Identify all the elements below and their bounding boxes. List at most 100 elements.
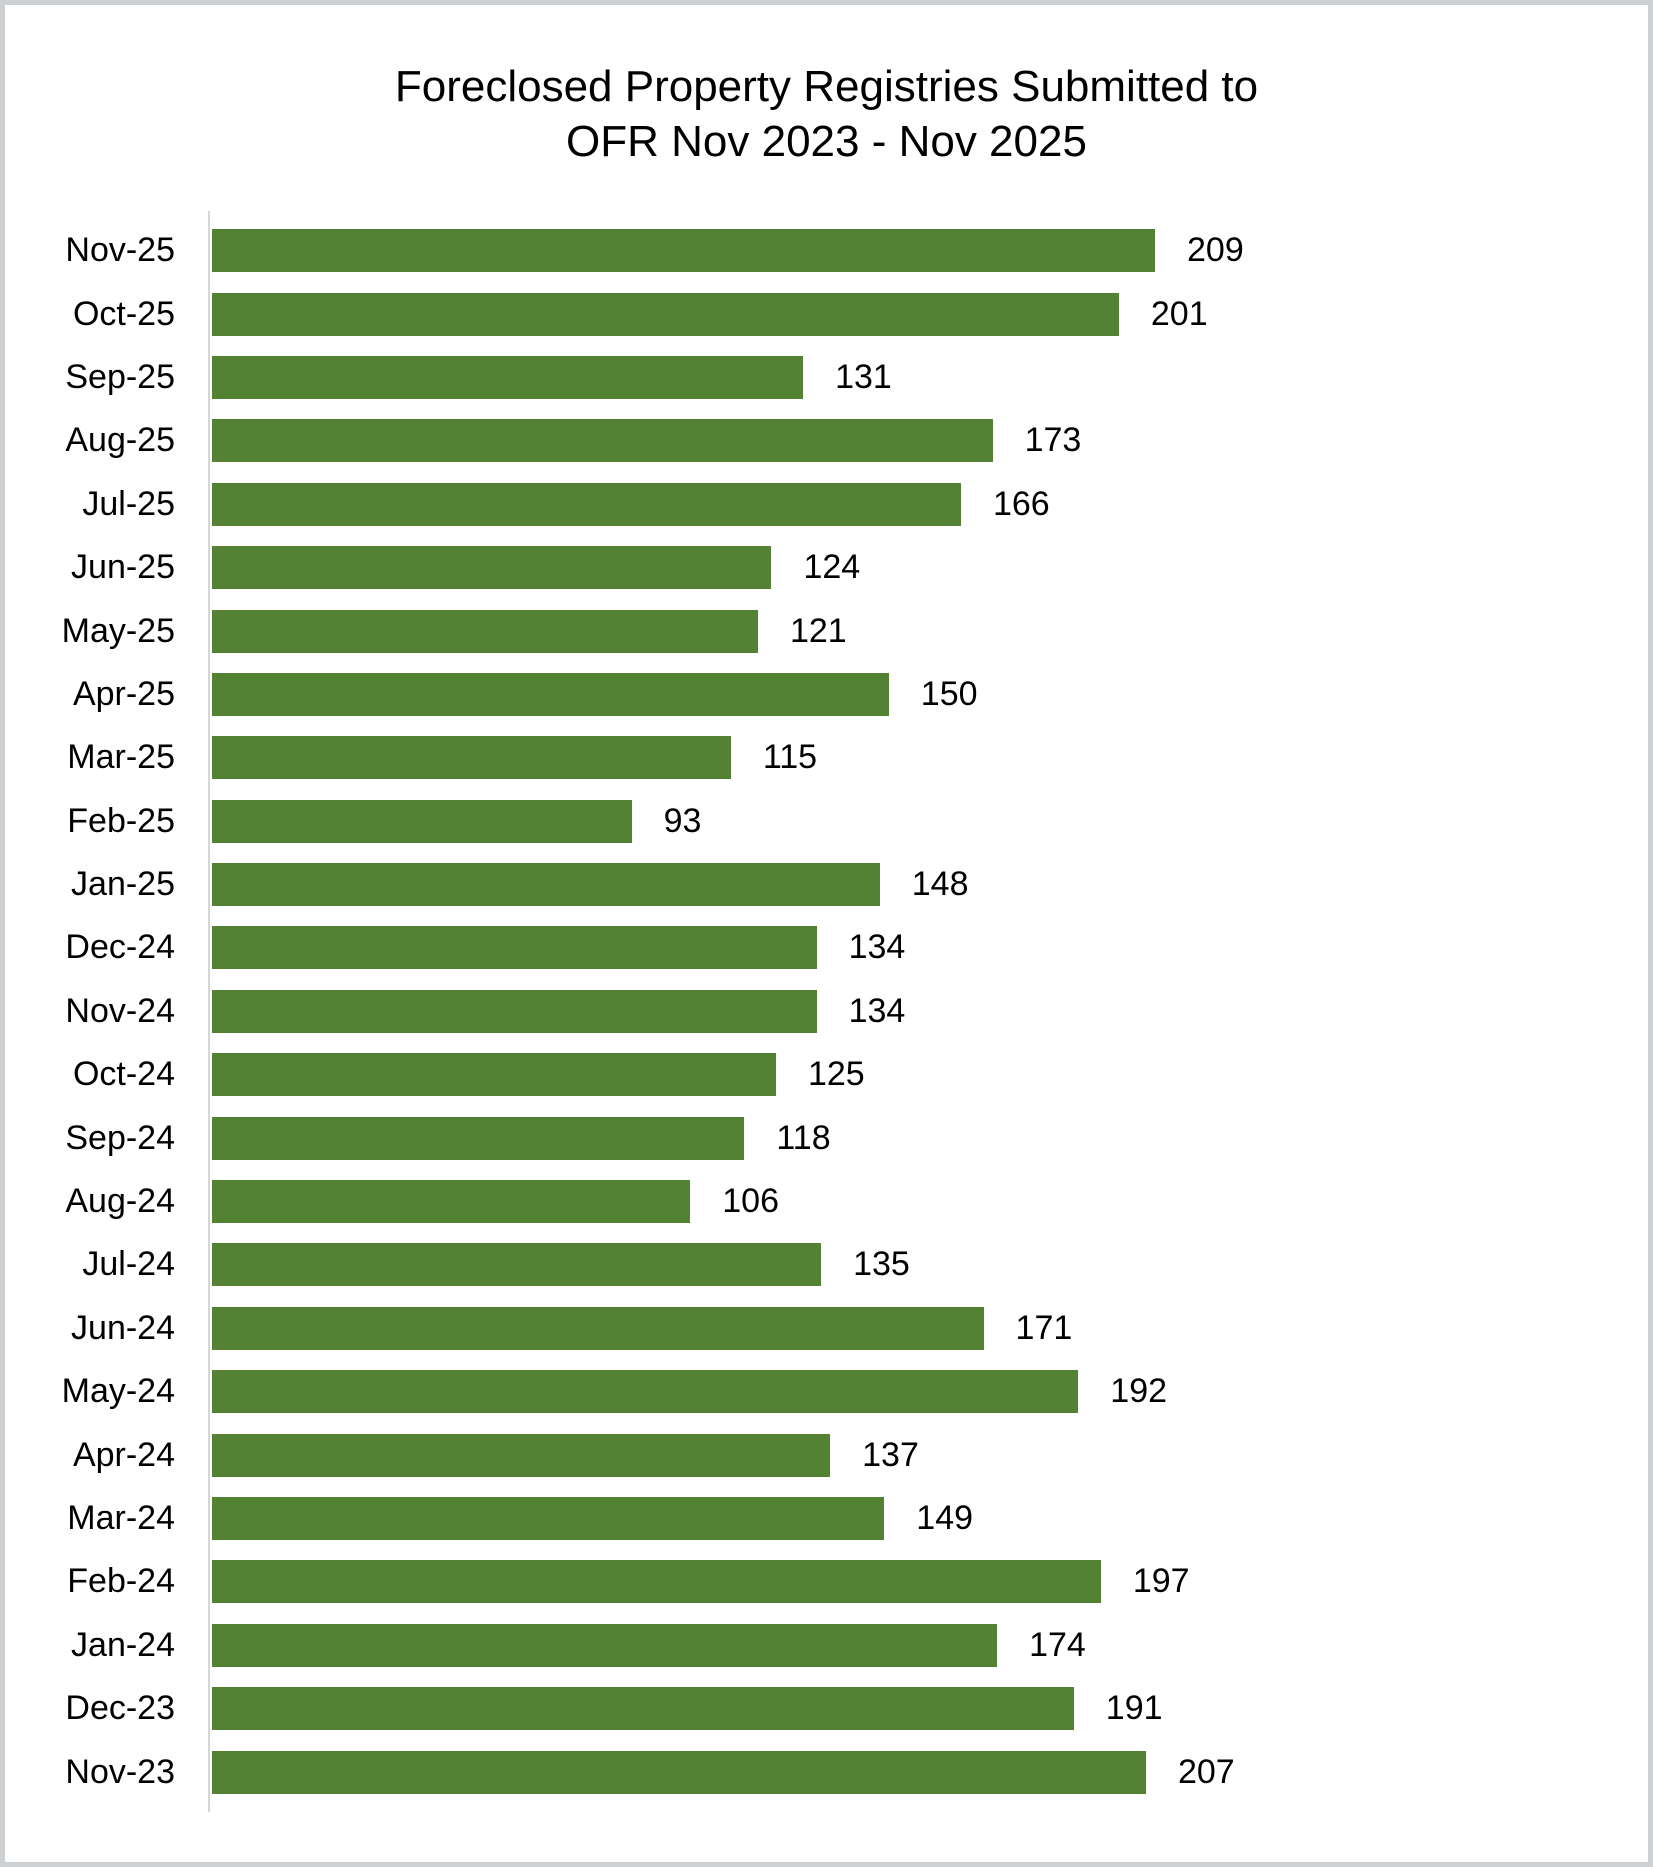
bar-row: Nov-24 134 xyxy=(5,980,1648,1043)
bar xyxy=(212,609,758,653)
bar xyxy=(212,1053,776,1097)
category-label: Jul-24 xyxy=(82,1245,175,1284)
category-label: May-24 xyxy=(61,1372,175,1411)
category-label: Jun-25 xyxy=(71,548,175,587)
value-label: 124 xyxy=(803,548,861,587)
bar xyxy=(212,1180,691,1224)
category-label: Jun-24 xyxy=(71,1308,175,1347)
bar-row: Feb-25 93 xyxy=(5,790,1648,853)
y-axis-line xyxy=(208,211,210,1812)
bar-row: Oct-25 201 xyxy=(5,282,1648,345)
bar-row: Jul-24 135 xyxy=(5,1233,1648,1296)
value-label: 197 xyxy=(1132,1562,1190,1601)
bar-row: Jan-24 174 xyxy=(5,1614,1648,1677)
bar xyxy=(212,1623,998,1667)
category-label: Apr-24 xyxy=(72,1435,175,1474)
bar xyxy=(212,1750,1146,1794)
bar-row: Feb-24 197 xyxy=(5,1550,1648,1613)
bar xyxy=(212,736,731,780)
category-label: Dec-24 xyxy=(65,928,175,967)
bar-row: May-24 192 xyxy=(5,1360,1648,1423)
category-label: May-25 xyxy=(61,611,175,650)
category-label: Sep-24 xyxy=(65,1118,175,1157)
category-label: Mar-24 xyxy=(67,1499,175,1537)
category-label: Feb-25 xyxy=(67,801,175,840)
value-label: 207 xyxy=(1177,1752,1235,1791)
category-label: Apr-25 xyxy=(72,674,175,713)
plot-area: Nov-25 209 Oct-25 201 Sep-25 131 Aug-25 173 Jul-… xyxy=(5,219,1648,1804)
value-label: 191 xyxy=(1105,1689,1163,1728)
value-label: 93 xyxy=(663,801,702,840)
category-label: Nov-23 xyxy=(65,1752,175,1791)
value-label: 149 xyxy=(916,1499,974,1537)
category-label: Oct-24 xyxy=(72,1055,175,1094)
value-label: 201 xyxy=(1150,294,1208,333)
bar-row: Aug-24 106 xyxy=(5,1170,1648,1233)
bar-row: Sep-25 131 xyxy=(5,346,1648,409)
value-label: 121 xyxy=(789,611,847,650)
bar xyxy=(212,863,880,907)
bar xyxy=(212,1687,1074,1731)
bar xyxy=(212,1370,1079,1414)
category-label: Jul-25 xyxy=(82,484,175,523)
value-label: 131 xyxy=(835,357,892,396)
category-label: Nov-25 xyxy=(65,231,175,270)
category-label: Sep-25 xyxy=(65,357,175,396)
bar xyxy=(212,1116,745,1160)
bar xyxy=(212,799,632,843)
category-label: Dec-23 xyxy=(65,1689,175,1728)
category-label: Feb-24 xyxy=(67,1562,175,1601)
value-label: 150 xyxy=(920,674,978,713)
value-label: 171 xyxy=(1015,1308,1073,1347)
bar-row: Aug-25 173 xyxy=(5,409,1648,472)
bar xyxy=(212,229,1155,273)
bar xyxy=(212,926,817,970)
bar xyxy=(212,1433,831,1477)
bar xyxy=(212,1497,885,1540)
category-label: Jan-25 xyxy=(71,865,175,904)
bar-row: Jun-24 171 xyxy=(5,1297,1648,1360)
value-label: 166 xyxy=(992,484,1050,523)
bar-row: Jun-25 124 xyxy=(5,536,1648,599)
value-label: 106 xyxy=(722,1182,779,1221)
value-label: 173 xyxy=(1024,421,1082,460)
value-label: 134 xyxy=(848,991,906,1030)
category-label: Oct-25 xyxy=(72,294,175,333)
bar-row: Jul-25 166 xyxy=(5,473,1648,536)
value-label: 125 xyxy=(807,1055,865,1094)
value-label: 118 xyxy=(776,1118,831,1157)
bar-row: Apr-24 137 xyxy=(5,1423,1648,1486)
bar-row: Mar-25 115 xyxy=(5,726,1648,789)
bar xyxy=(212,989,817,1033)
bar-row: May-25 121 xyxy=(5,599,1648,662)
bar xyxy=(212,1306,984,1350)
category-label: Aug-24 xyxy=(65,1182,175,1221)
bar xyxy=(212,482,961,526)
category-label: Nov-24 xyxy=(65,991,175,1030)
bar xyxy=(212,1243,822,1287)
bar-row: Dec-23 191 xyxy=(5,1677,1648,1740)
bar-row: Oct-24 125 xyxy=(5,1043,1648,1106)
value-label: 135 xyxy=(853,1245,910,1284)
bar xyxy=(212,672,889,716)
bar xyxy=(212,419,993,463)
bar-row: Jan-25 148 xyxy=(5,853,1648,916)
value-label: 137 xyxy=(862,1435,919,1474)
value-label: 115 xyxy=(762,738,818,777)
value-label: 134 xyxy=(848,928,906,967)
bar-chart: Nov-25 209 Oct-25 201 Sep-25 131 Aug-25 173 Jul-… xyxy=(5,211,1648,1812)
chart-title-line1: Foreclosed Property Registries Submitted… xyxy=(394,62,1259,111)
category-label: Jan-24 xyxy=(71,1625,175,1664)
bar xyxy=(212,355,804,399)
bar-row: Nov-25 209 xyxy=(5,219,1648,282)
value-label: 174 xyxy=(1029,1625,1086,1664)
bar xyxy=(212,292,1119,336)
bar xyxy=(212,546,772,590)
bar xyxy=(212,1560,1101,1604)
category-label: Aug-25 xyxy=(65,421,175,460)
value-label: 192 xyxy=(1110,1372,1168,1411)
value-label: 209 xyxy=(1187,231,1244,270)
value-label: 148 xyxy=(911,865,969,904)
category-label: Mar-25 xyxy=(67,738,175,777)
